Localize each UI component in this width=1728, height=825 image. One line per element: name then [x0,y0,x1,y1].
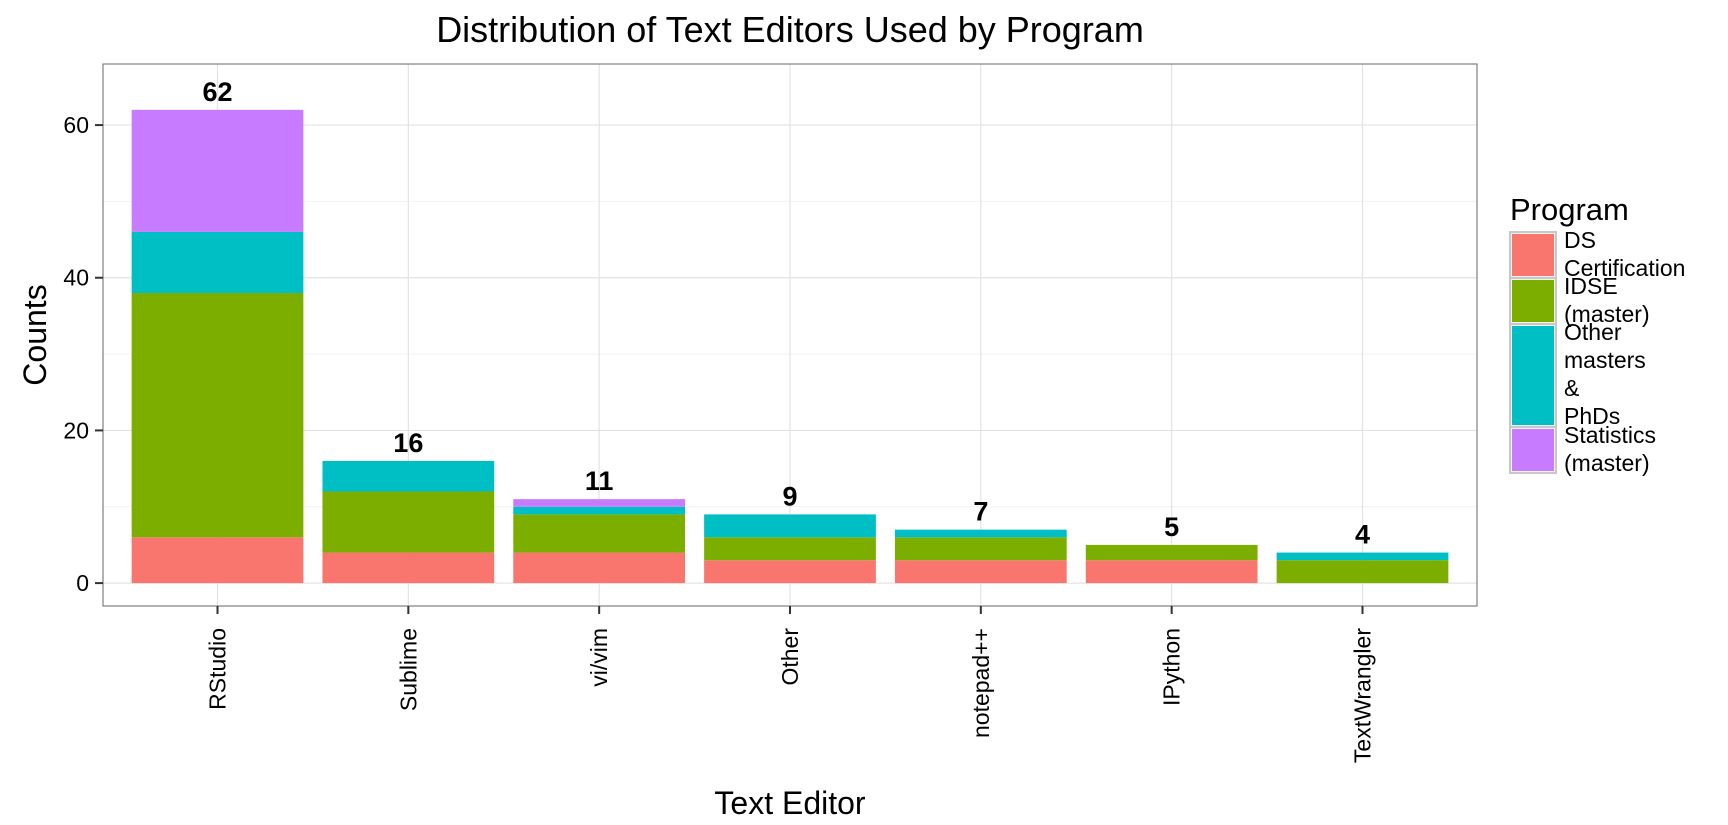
x-tick-label: Other [777,628,803,686]
bar-total-label: 7 [973,497,988,527]
bar-total-label: 4 [1355,520,1370,550]
legend-label: DS Certification [1564,227,1685,281]
x-axis: RStudio Sublime vi/vim Other notepad++ IPytho… [205,606,1376,763]
bar-segment [131,231,304,294]
x-axis-title: Text Editor [714,785,866,821]
bar-segment [1276,560,1449,584]
y-axis-title: Counts [17,284,53,385]
legend-swatch [1512,326,1554,425]
x-tick-label: notepad++ [968,628,994,738]
bar-total-label: 11 [585,466,614,496]
bar-segment [322,491,495,553]
x-tick-label: IPython [1159,628,1185,706]
bar-segment [704,560,876,584]
legend-swatch [1512,280,1554,322]
bar-segment [322,552,495,584]
legend-label: Statistics (master) [1564,422,1656,476]
bars [131,109,1449,584]
legend-label: IDSE (master) [1564,273,1650,327]
grid-lines [103,64,1477,606]
bar-segment [1276,552,1449,561]
bar-segment [894,537,1067,561]
bar-segment [513,552,686,584]
bar-total-label: 16 [393,428,423,458]
bar-segment [131,293,304,538]
y-tick-label: 40 [63,265,89,291]
bar-segment [894,560,1067,584]
bar-segment [513,514,686,553]
x-tick-label: TextWrangler [1350,628,1376,763]
legend-title: Program [1510,192,1629,227]
bar-segment [513,506,686,515]
bar-segment [704,537,876,561]
legend-swatch [1512,234,1554,276]
y-tick-label: 0 [76,570,89,596]
bar-segment [322,460,495,492]
x-tick-label: RStudio [205,628,231,710]
x-tick-label: vi/vim [586,628,612,687]
bar-segment [1085,544,1258,561]
bar-segment [704,514,876,538]
y-axis: 0 20 40 60 [63,112,103,596]
y-tick-label: 20 [63,417,89,443]
y-tick-label: 60 [63,112,89,138]
bar-segment [131,109,304,232]
chart-title: Distribution of Text Editors Used by Pro… [436,9,1144,50]
bar-segment [513,499,686,507]
legend-label: Other masters & PhDs [1564,319,1646,429]
bar-total-labels: 62 16 11 9 7 5 4 [202,77,1370,550]
x-tick-label: Sublime [395,628,421,711]
bar-segment [1085,560,1258,584]
bar-segment [894,529,1067,538]
bar-total-label: 9 [782,481,797,511]
bar-segment [131,537,304,584]
legend-swatch [1512,429,1554,471]
bar-total-label: 62 [202,77,232,107]
bar-total-label: 5 [1164,512,1179,542]
